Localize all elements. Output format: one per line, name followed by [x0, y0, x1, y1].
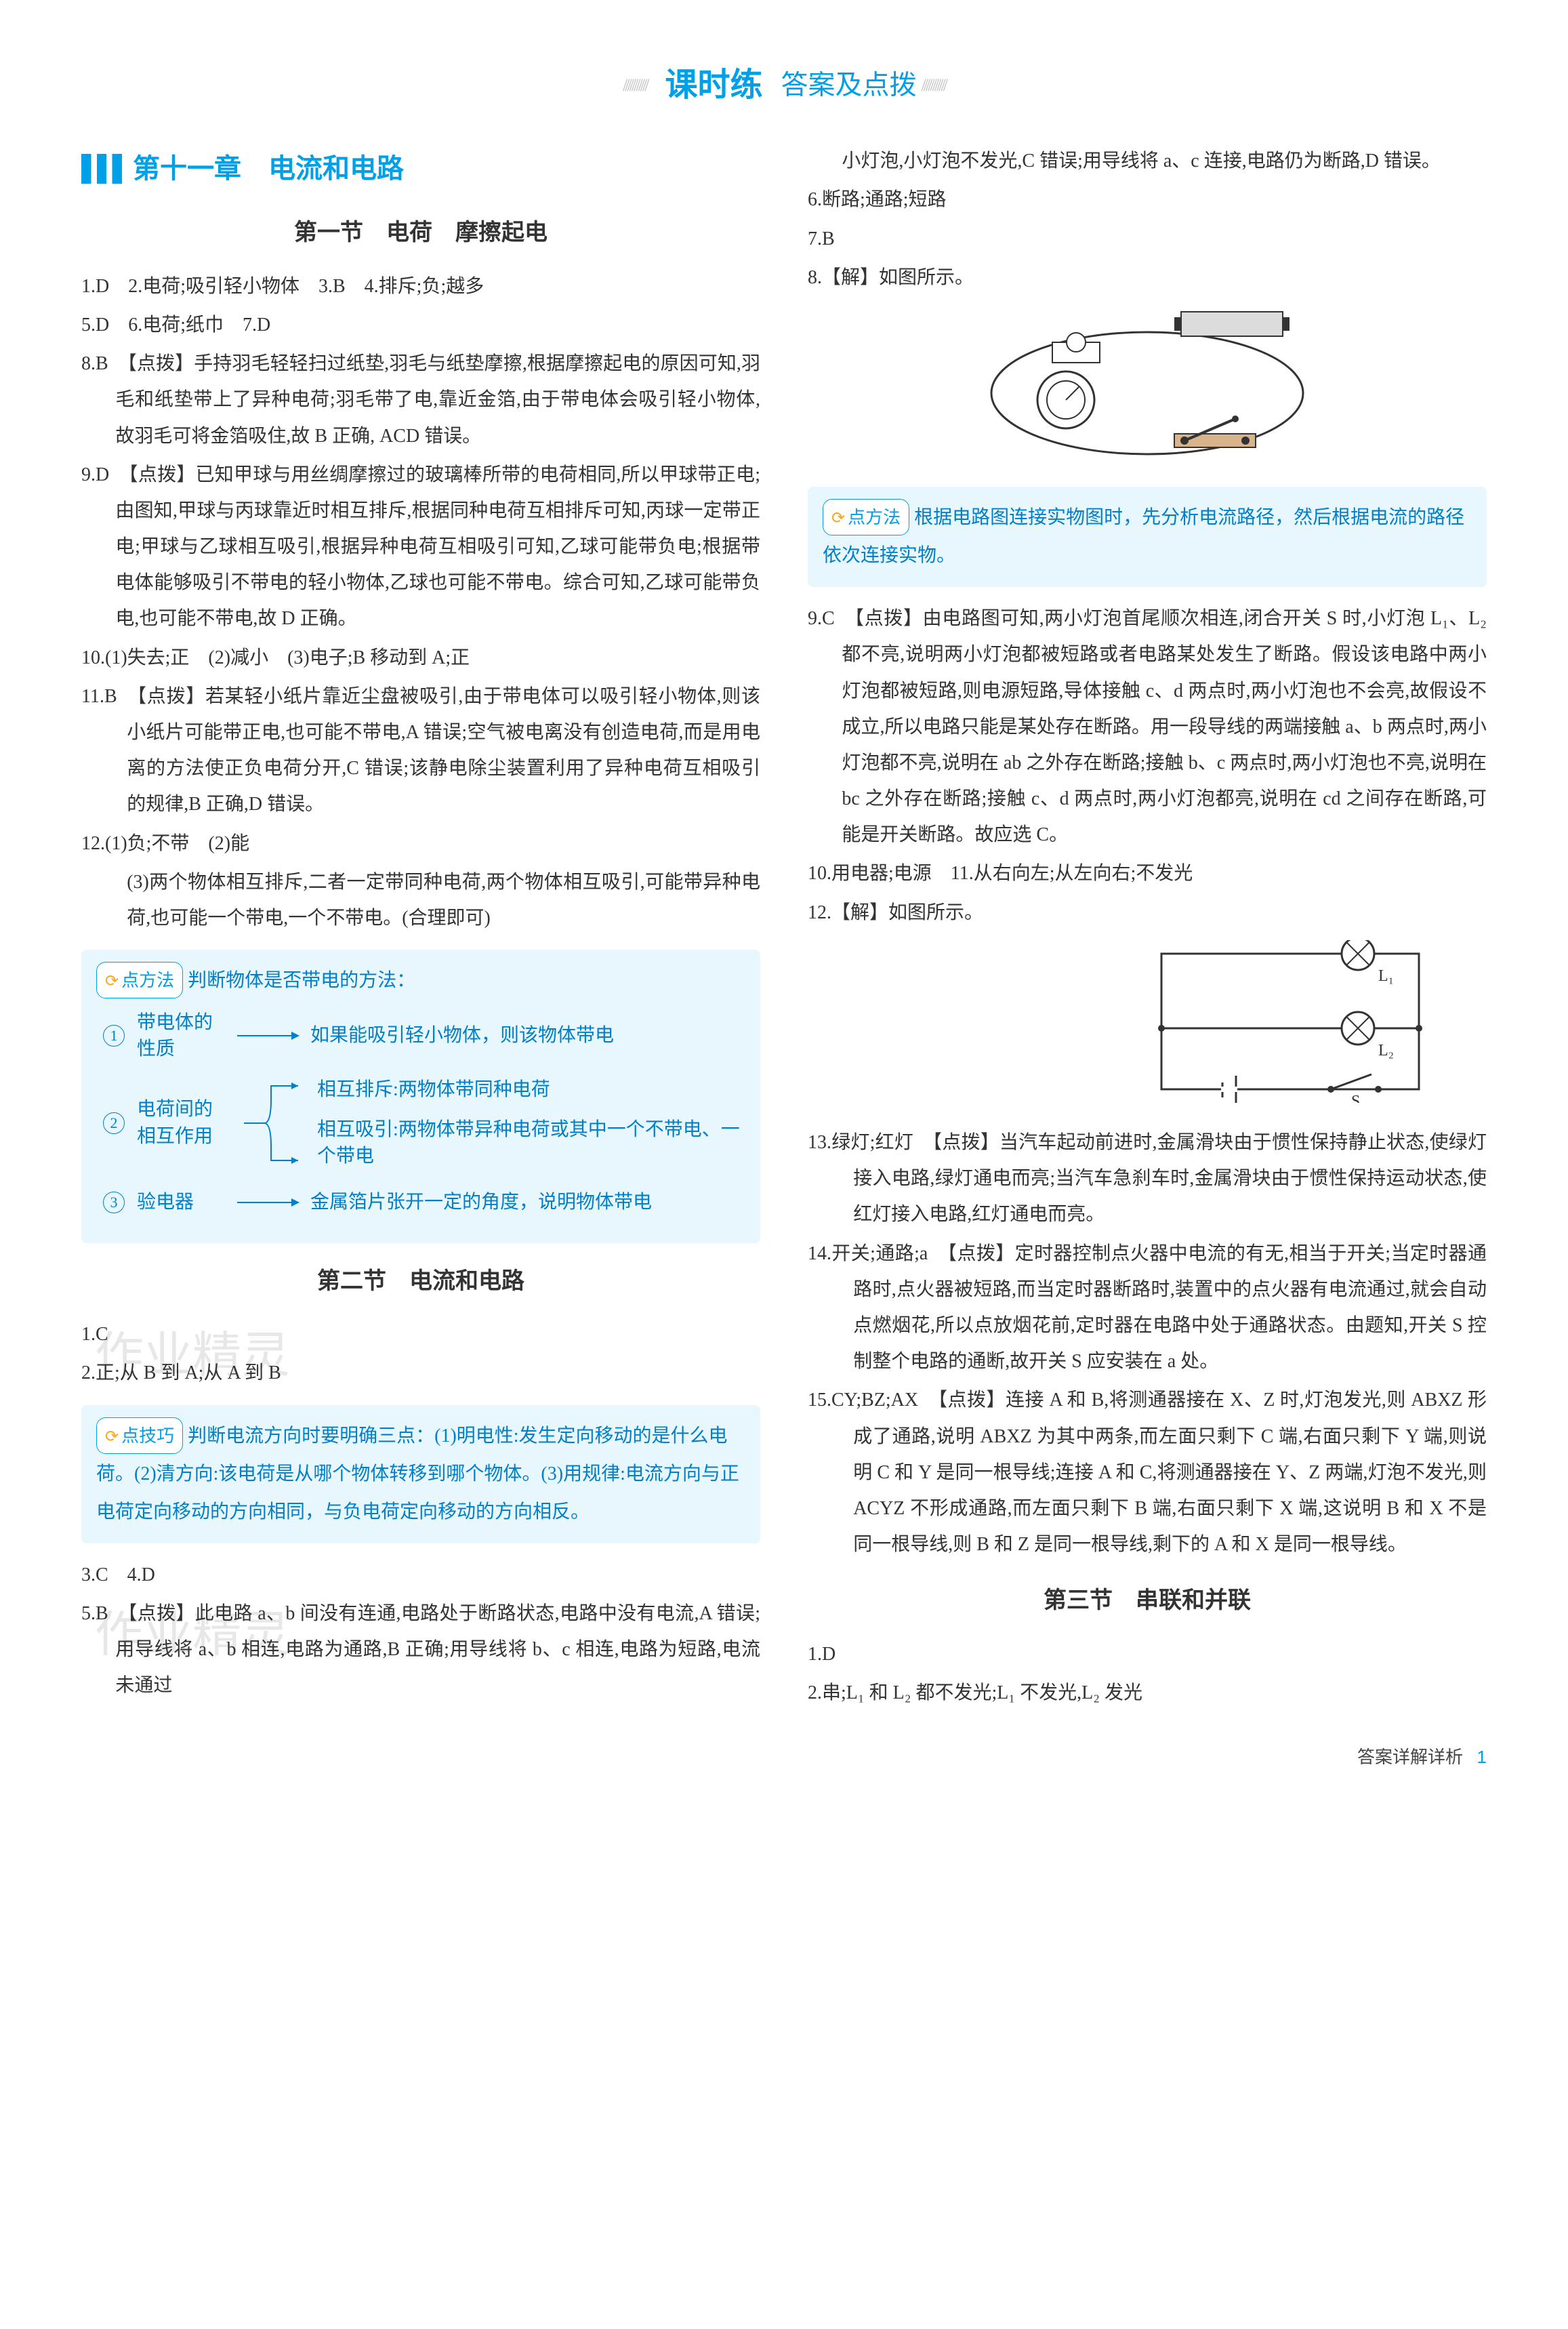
branch-text: 相互排斥:两物体带同种电荷: [317, 1076, 745, 1103]
tip-label: 点方法: [823, 499, 909, 535]
tip-intro: 判断物体是否带电的方法：: [188, 970, 415, 991]
answer-line: 1.D 2.电荷;吸引轻小物体 3.B 4.排斥;负;越多: [81, 268, 760, 304]
tip-box-method-2: 点方法 根据电路图连接实物图时，先分析电流路径，然后根据电流的路径依次连接实物。: [808, 487, 1487, 587]
answer-line: (3)两个物体相互排斥,二者一定带同种电荷,两个物体相互吸引,可能带异种电荷,也…: [81, 864, 760, 936]
answer-line: 1.D: [808, 1636, 1487, 1672]
row-text: 金属箔片张开一定的角度，说明物体带电: [310, 1183, 652, 1221]
branch-bracket-icon: [237, 1072, 305, 1174]
tip-box-method: 点方法 判断物体是否带电的方法： 1 带电体的性质 如果能吸引轻小物体，则该物体…: [81, 950, 760, 1242]
branch-text: 相互吸引:两物体带异种电荷或其中一个不带电、一个带电: [317, 1116, 745, 1169]
answer-line: 10.(1)失去;正 (2)减小 (3)电子;B 移动到 A;正: [81, 640, 760, 676]
section3-title: 第三节 串联和并联: [808, 1579, 1487, 1623]
branch-texts: 相互排斥:两物体带同种电荷 相互吸引:两物体带异种电荷或其中一个不带电、一个带电: [317, 1076, 745, 1170]
answer-explain: 5.B 【点拨】此电路 a、b 间没有连通,电路处于断路状态,电路中没有电流,A…: [81, 1596, 760, 1704]
arrow-icon: [237, 1035, 298, 1036]
row-label: 带电体的性质: [137, 1009, 225, 1062]
arrow-icon: [237, 1202, 298, 1203]
answer-line: 8.【解】如图所示。: [808, 260, 1487, 296]
hatch-right: ///////////: [922, 68, 945, 102]
right-column: 小灯泡,小灯泡不发光,C 错误;用导线将 a、c 连接,电路仍为断路,D 错误。…: [808, 143, 1487, 1714]
tip-label: 点技巧: [96, 1417, 183, 1454]
method-row-2: 2 电荷间的相互作用 相互排斥:两物体带同种电荷 相互吸引:两物体带异种电荷或其…: [103, 1072, 745, 1174]
section1-title: 第一节 电荷 摩擦起电: [81, 211, 760, 255]
answer-explain: 15.CY;BZ;AX 【点拨】连接 A 和 B,将测通器接在 X、Z 时,灯泡…: [808, 1382, 1487, 1562]
answer-explain: 13.绿灯;红灯 【点拨】当汽车起动前进时,金属滑块由于惯性保持静止状态,使绿灯…: [808, 1125, 1487, 1233]
hatch-left: ///////////: [623, 68, 646, 102]
answer-line: 2.正;从 B 到 A;从 A 到 B: [81, 1355, 760, 1391]
row-label: 电荷间的相互作用: [137, 1096, 225, 1149]
answer-line: 3.C 4.D: [81, 1557, 760, 1593]
page-title-main: 课时练: [665, 67, 762, 103]
answer-line: 6.断路;通路;短路: [808, 182, 1487, 218]
method-row-1: 1 带电体的性质 如果能吸引轻小物体，则该物体带电: [103, 1009, 745, 1062]
answer-explain: 14.开关;通路;a 【点拨】定时器控制点火器中电流的有无,相当于开关;当定时器…: [808, 1236, 1487, 1380]
answer-line: 12.【解】如图所示。: [808, 895, 1487, 931]
circuit-figure-2: S L₁ L₂: [808, 940, 1487, 1115]
left-column: 第十一章 电流和电路 第一节 电荷 摩擦起电 1.D 2.电荷;吸引轻小物体 3…: [81, 143, 760, 1714]
tip-text: 判断电流方向时要明确三点：(1)明电性:发生定向移动的是什么电荷。(2)清方向:…: [96, 1425, 739, 1522]
svg-text:S: S: [1351, 1093, 1360, 1103]
answer-line: 1.C: [81, 1316, 760, 1352]
row-label: 验电器: [137, 1189, 225, 1215]
footer-text: 答案详解详析: [1357, 1747, 1463, 1767]
circuit-figure-1: [808, 305, 1487, 473]
answer-line: 12.(1)负;不带 (2)能: [81, 826, 760, 862]
tip-box-skill: 点技巧 判断电流方向时要明确三点：(1)明电性:发生定向移动的是什么电荷。(2)…: [81, 1405, 760, 1543]
answer-line: 5.D 6.电荷;纸巾 7.D: [81, 307, 760, 343]
answer-explain-cont: 小灯泡,小灯泡不发光,C 错误;用导线将 a、c 连接,电路仍为断路,D 错误。: [808, 143, 1487, 179]
page-number: 1: [1477, 1747, 1487, 1767]
method-diagram: 1 带电体的性质 如果能吸引轻小物体，则该物体带电 2 电荷间的相互作用 相互排…: [96, 1009, 745, 1221]
section2-title: 第二节 电流和电路: [81, 1259, 760, 1303]
chapter-bars-icon: [81, 154, 122, 184]
answer-explain: 8.B 【点拨】手持羽毛轻轻扫过纸垫,羽毛与纸垫摩擦,根据摩擦起电的原因可知,羽…: [81, 346, 760, 454]
answer-explain: 9.C 【点拨】由电路图可知,两小灯泡首尾顺次相连,闭合开关 S 时,小灯泡 L…: [808, 601, 1487, 853]
answer-explain: 9.D 【点拨】已知甲球与用丝绸摩擦过的玻璃棒所带的电荷相同,所以甲球带正电;由…: [81, 457, 760, 637]
row-text: 如果能吸引轻小物体，则该物体带电: [310, 1017, 614, 1055]
tip-text: 根据电路图连接实物图时，先分析电流路径，然后根据电流的路径依次连接实物。: [823, 507, 1464, 566]
circled-number-icon: 3: [103, 1192, 125, 1213]
page-footer: 答案详解详析 1: [81, 1741, 1487, 1774]
method-row-3: 3 验电器 金属箔片张开一定的角度，说明物体带电: [103, 1183, 745, 1221]
circled-number-icon: 1: [103, 1025, 125, 1047]
two-column-layout: 第十一章 电流和电路 第一节 电荷 摩擦起电 1.D 2.电荷;吸引轻小物体 3…: [81, 143, 1487, 1714]
svg-text:L₁: L₁: [1378, 967, 1394, 985]
svg-text:L₂: L₂: [1378, 1042, 1394, 1059]
tip-label: 点方法: [96, 962, 183, 998]
page-title-sub: 答案及点拨: [781, 70, 917, 100]
answer-explain: 11.B 【点拨】若某轻小纸片靠近尘盘被吸引,由于带电体可以吸引轻小物体,则该小…: [81, 679, 760, 823]
chapter-title: 第十一章 电流和电路: [133, 143, 404, 195]
answer-line: 10.用电器;电源 11.从右向左;从左向右;不发光: [808, 855, 1487, 891]
page-header: /////////// 课时练 答案及点拨 ///////////: [81, 54, 1487, 116]
circled-number-icon: 2: [103, 1112, 125, 1134]
chapter-header: 第十一章 电流和电路: [81, 143, 760, 195]
answer-line: 2.串;L₁ 和 L₂ 都不发光;L₁ 不发光,L₂ 发光: [808, 1675, 1487, 1711]
answer-line: 7.B: [808, 221, 1487, 257]
